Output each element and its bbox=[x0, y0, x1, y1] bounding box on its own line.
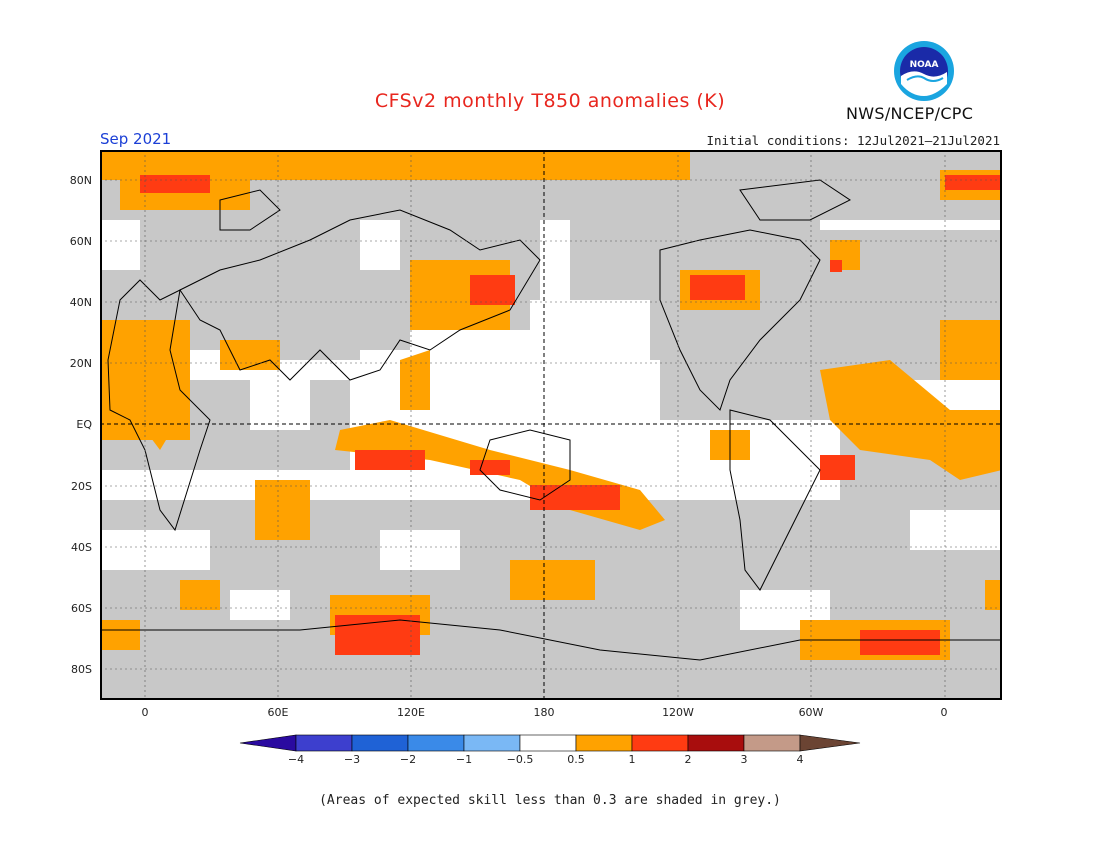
skill-note: (Areas of expected skill less than 0.3 a… bbox=[319, 793, 781, 808]
lon-label: 180 bbox=[533, 706, 555, 719]
reference-lines bbox=[100, 150, 1002, 700]
lon-label: 120E bbox=[397, 706, 425, 719]
lon-label: 120W bbox=[662, 706, 694, 719]
lat-label: 60N bbox=[69, 235, 92, 248]
agency-label: NWS/NCEP/CPC bbox=[846, 104, 974, 123]
colorbar-label: −1 bbox=[455, 753, 473, 766]
lon-label: 60W bbox=[798, 706, 824, 719]
colorbar-label: −2 bbox=[399, 753, 417, 766]
colorbar-label: −3 bbox=[343, 753, 361, 766]
lat-label: 20S bbox=[71, 480, 92, 493]
lon-label: 0 bbox=[141, 706, 149, 719]
coastlines bbox=[100, 179, 1002, 661]
colorbar-label: 0.5 bbox=[567, 753, 585, 766]
colorbar-label: −4 bbox=[287, 753, 305, 766]
lat-label: 60S bbox=[71, 602, 92, 615]
lat-label: 80N bbox=[69, 174, 92, 187]
lon-label: 60E bbox=[267, 706, 289, 719]
lon-label: 0 bbox=[940, 706, 948, 719]
colorbar-label: 2 bbox=[684, 753, 692, 766]
colorbar-label: −0.5 bbox=[506, 753, 534, 766]
colorbar bbox=[239, 734, 861, 752]
graticule bbox=[100, 150, 1002, 700]
chart-title: CFSv2 monthly T850 anomalies (K) bbox=[374, 90, 726, 112]
lat-label: 40N bbox=[69, 296, 92, 309]
colorbar-label: 1 bbox=[628, 753, 636, 766]
colorbar-label: 3 bbox=[740, 753, 748, 766]
strong-warm-anomaly-regions bbox=[140, 175, 1002, 655]
colorbar-label: 4 bbox=[796, 753, 804, 766]
initial-conditions: Initial conditions: 12Jul2021–21Jul2021 bbox=[706, 133, 1001, 148]
forecast-month: Sep 2021 bbox=[100, 130, 172, 148]
lat-label: EQ bbox=[76, 418, 92, 431]
lat-label: 80S bbox=[71, 663, 92, 676]
noaa-logo-icon: NOAA bbox=[894, 41, 954, 101]
anomaly-map bbox=[100, 150, 1002, 700]
map-frame bbox=[100, 150, 1002, 700]
svg-text:NOAA: NOAA bbox=[910, 60, 939, 70]
lat-label: 40S bbox=[71, 541, 92, 554]
lat-label: 20N bbox=[69, 357, 92, 370]
